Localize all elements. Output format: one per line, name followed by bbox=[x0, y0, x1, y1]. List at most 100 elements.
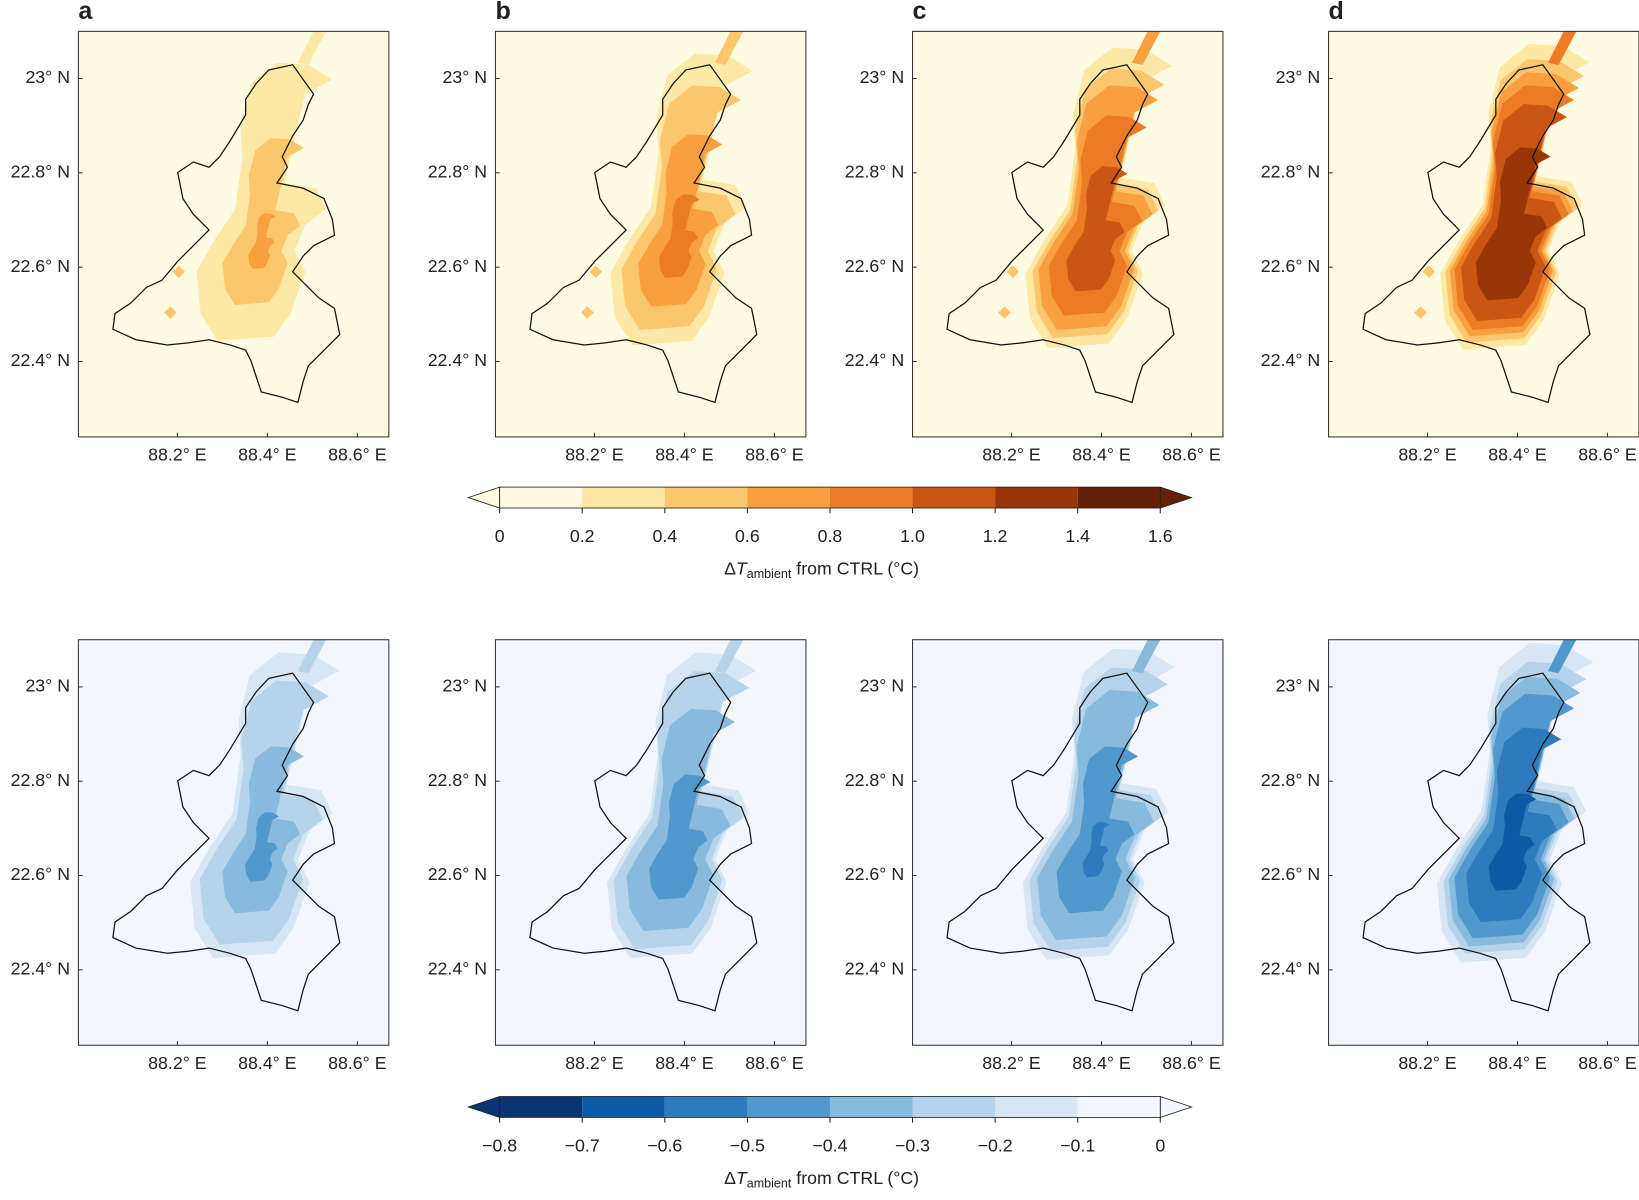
colorbar-extend-low bbox=[466, 486, 501, 509]
label-text: from CTRL (°C) bbox=[791, 1168, 919, 1188]
lon-tick-label: 88.6° E bbox=[328, 1053, 387, 1073]
colorbar-tick-label: −0.6 bbox=[647, 1135, 682, 1155]
colorbar-extend-low bbox=[466, 1095, 501, 1118]
lat-tick-label: 23° N bbox=[1276, 676, 1321, 696]
colorbar-tick-label: 1.6 bbox=[1148, 526, 1173, 546]
map-frame bbox=[77, 30, 390, 438]
lon-tick-label: 88.6° E bbox=[1162, 444, 1221, 464]
lat-tick-label: 22.8° N bbox=[845, 770, 904, 790]
contour-fill bbox=[248, 213, 276, 269]
lon-tick-label: 88.2° E bbox=[565, 1053, 624, 1073]
colorbar-segment bbox=[747, 487, 830, 509]
lon-tick-label: 88.4° E bbox=[655, 444, 714, 464]
lat-tick-label: 22.6° N bbox=[1261, 864, 1320, 884]
contour-fill bbox=[1475, 147, 1551, 301]
colorbar-segment bbox=[582, 1096, 665, 1118]
lon-tick-label: 88.4° E bbox=[1488, 444, 1547, 464]
district-boundary bbox=[1362, 672, 1591, 1012]
lon-tick-label: 88.4° E bbox=[1072, 444, 1131, 464]
lat-tick-label: 22.6° N bbox=[11, 256, 70, 276]
colorbar-segment bbox=[1077, 487, 1161, 509]
map-field bbox=[495, 639, 806, 1046]
label-symbol: Δ bbox=[724, 558, 736, 578]
map-panel: 23° N 22.8° N 22.6° N 22.4° N 88.2° E 88.4° E… bbox=[428, 639, 807, 1073]
map-field bbox=[912, 639, 1223, 1046]
lon-tick-label: 88.4° E bbox=[1072, 1053, 1131, 1073]
colorbar-extend-high bbox=[1159, 486, 1193, 509]
contour-fill bbox=[658, 194, 700, 278]
panel-label: d bbox=[1329, 0, 1344, 25]
panel-label: b bbox=[495, 0, 510, 25]
lat-tick-label: 22.6° N bbox=[845, 256, 904, 276]
colorbar-extend-high bbox=[1159, 1095, 1193, 1118]
contour-fill bbox=[714, 31, 744, 65]
lon-tick-label: 88.6° E bbox=[1162, 1053, 1221, 1073]
lon-tick-label: 88.2° E bbox=[982, 444, 1041, 464]
contour-fill bbox=[1132, 31, 1161, 65]
lat-tick-label: 22.8° N bbox=[11, 162, 70, 182]
colorbar-segment bbox=[912, 487, 996, 509]
lat-tick-label: 22.6° N bbox=[428, 256, 487, 276]
map-frame bbox=[494, 639, 807, 1046]
colorbar-segment bbox=[499, 487, 583, 509]
contour-fill bbox=[1548, 639, 1577, 674]
map-frame bbox=[912, 639, 1224, 1046]
colorbar-segment bbox=[582, 487, 665, 509]
colorbar: 0 0.2 0.4 0.6 0.8 1.0 1.2 1.4 1.6 ΔTambient from … bbox=[466, 486, 1193, 581]
map-field bbox=[1328, 639, 1639, 1046]
colorbar-tick-label: −0.5 bbox=[730, 1135, 765, 1155]
district-boundary bbox=[112, 64, 341, 404]
contour-fill bbox=[245, 812, 280, 882]
contour-fill bbox=[649, 774, 711, 900]
contour-fill bbox=[1488, 793, 1537, 891]
lat-tick-label: 23° N bbox=[25, 676, 70, 696]
lon-tick-label: 88.2° E bbox=[1398, 1053, 1457, 1073]
colorbar-segment bbox=[499, 1096, 583, 1118]
contour-fill bbox=[581, 306, 594, 319]
map-panel: 23° N 22.8° N 22.6° N 22.4° N 88.2° E 88.4° E… bbox=[428, 0, 807, 464]
lon-tick-label: 88.6° E bbox=[1578, 444, 1637, 464]
contour-fill bbox=[164, 306, 177, 319]
map-frame bbox=[77, 639, 390, 1046]
colorbar-tick-label: 1.4 bbox=[1065, 526, 1090, 546]
colorbar-tick-label: −0.3 bbox=[895, 1135, 930, 1155]
lat-tick-label: 23° N bbox=[443, 67, 488, 87]
contour-fill bbox=[998, 306, 1011, 319]
lat-tick-label: 22.8° N bbox=[11, 770, 70, 790]
lat-tick-label: 22.6° N bbox=[1261, 256, 1320, 276]
lat-tick-label: 22.4° N bbox=[845, 350, 904, 370]
lon-tick-label: 88.6° E bbox=[745, 1053, 804, 1073]
map-panel: 23° N 22.8° N 22.6° N 22.4° N 88.2° E 88.4° E… bbox=[11, 0, 390, 464]
lat-tick-label: 22.4° N bbox=[1261, 350, 1320, 370]
lat-tick-label: 23° N bbox=[1276, 67, 1321, 87]
label-subscript: ambient bbox=[747, 1177, 792, 1191]
lon-tick-label: 88.2° E bbox=[148, 444, 207, 464]
colorbar-tick-label: 0 bbox=[1155, 1135, 1165, 1155]
colorbar-label: ΔTambient from CTRL (°C) bbox=[724, 558, 919, 581]
lat-tick-label: 23° N bbox=[860, 67, 905, 87]
lon-tick-label: 88.6° E bbox=[1578, 1053, 1637, 1073]
district-boundary bbox=[946, 64, 1175, 404]
lat-tick-label: 22.6° N bbox=[11, 864, 70, 884]
district-boundary bbox=[112, 672, 341, 1012]
colorbar-segment bbox=[995, 487, 1078, 509]
contour-fill bbox=[297, 31, 327, 65]
lon-tick-label: 88.4° E bbox=[655, 1053, 714, 1073]
map-panel: 23° N 22.8° N 22.6° N 22.4° N 88.2° E 88.4° E… bbox=[1261, 639, 1639, 1073]
map-panel: 23° N 22.8° N 22.6° N 22.4° N 88.2° E 88.4° E… bbox=[845, 639, 1224, 1073]
lat-tick-label: 22.4° N bbox=[11, 959, 70, 979]
lat-tick-label: 22.8° N bbox=[428, 770, 487, 790]
colorbar-segment bbox=[1077, 1096, 1161, 1118]
map-field bbox=[78, 31, 389, 437]
colorbar-tick-label: 1.2 bbox=[983, 526, 1008, 546]
colorbar-tick-label: −0.8 bbox=[482, 1135, 517, 1155]
map-panel: 23° N 22.8° N 22.6° N 22.4° N 88.2° E 88.4° E… bbox=[845, 0, 1224, 464]
colorbar-tick-label: 0.6 bbox=[735, 526, 760, 546]
label-text: from CTRL (°C) bbox=[791, 558, 919, 578]
district-boundary bbox=[529, 672, 758, 1012]
lat-tick-label: 22.8° N bbox=[1261, 162, 1320, 182]
lat-tick-label: 23° N bbox=[860, 676, 905, 696]
contour-fill bbox=[1548, 31, 1577, 65]
contour-fill bbox=[1066, 166, 1128, 292]
